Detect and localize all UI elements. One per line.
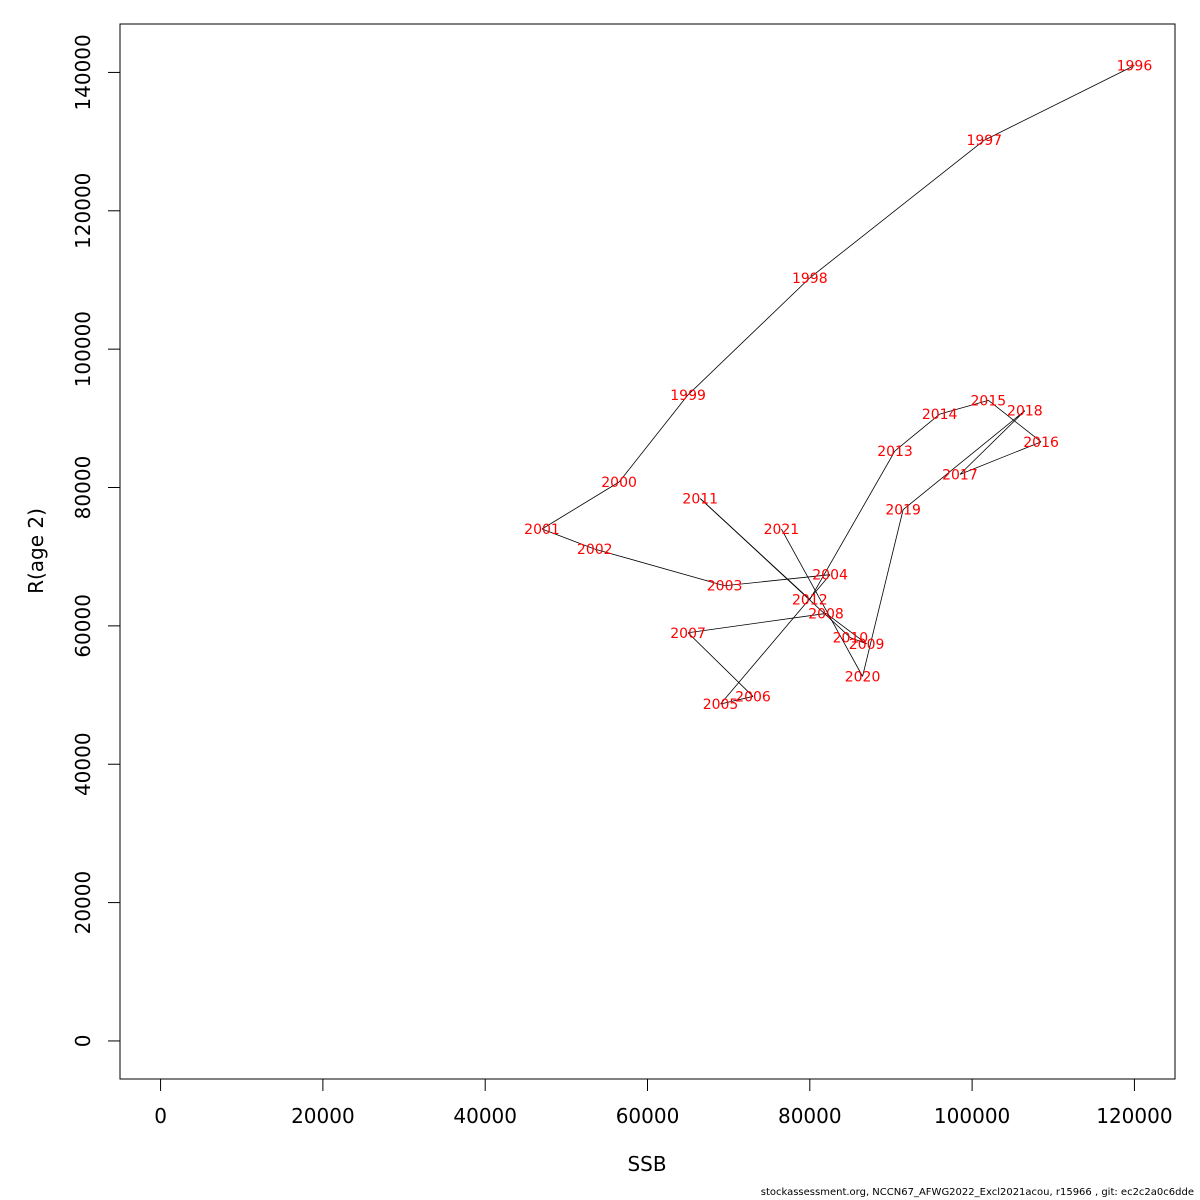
year-label: 2017 <box>942 467 978 483</box>
year-label: 1999 <box>670 388 706 404</box>
year-label: 2008 <box>808 606 844 622</box>
trajectory-segment <box>984 65 1135 141</box>
x-axis: 0 20000 40000 60000 80000 100000 120000 <box>154 1078 1173 1128</box>
year-label: 2011 <box>682 492 718 508</box>
trajectory-segment <box>688 613 827 634</box>
y-tick-label: 0 <box>71 1035 95 1048</box>
x-tick-label: 60000 <box>616 1104 680 1128</box>
year-label: 2012 <box>792 593 828 609</box>
year-label: 2007 <box>670 626 706 642</box>
trajectory-lines <box>541 65 1135 705</box>
trajectory-segment <box>959 410 1026 475</box>
trajectory-segment <box>724 574 831 587</box>
y-tick-label: 120000 <box>71 173 95 249</box>
plot-frame <box>119 23 1176 1080</box>
y-tick-label: 100000 <box>71 311 95 387</box>
year-label: 2003 <box>707 579 743 595</box>
year-label: 2020 <box>845 669 881 685</box>
trajectory-segment <box>699 498 811 600</box>
trajectory-segment <box>894 413 940 452</box>
year-label: 2009 <box>849 637 885 653</box>
trajectory-segment <box>618 394 689 483</box>
year-label: 2001 <box>524 522 560 538</box>
year-label: 2010 <box>833 631 869 647</box>
x-tick-label: 100000 <box>934 1104 1010 1128</box>
trajectory-segment <box>720 696 754 705</box>
y-tick-label: 20000 <box>71 871 95 935</box>
year-label: 1998 <box>792 271 828 287</box>
y-axis: 0 20000 40000 60000 80000 100000 120000 140000 <box>71 34 121 1048</box>
year-labels: 1996 1997 1998 1999 2000 2001 2002 2003 2004 2005… <box>524 59 1152 714</box>
x-tick-label: 20000 <box>291 1104 355 1128</box>
year-label: 2000 <box>601 475 637 491</box>
y-tick-label: 40000 <box>71 732 95 796</box>
y-tick-label: 80000 <box>71 456 95 520</box>
trajectory-segment <box>825 613 867 645</box>
x-tick-label: 120000 <box>1096 1104 1172 1128</box>
trajectory-segment <box>687 632 754 697</box>
year-label: 2018 <box>1007 404 1043 420</box>
year-label: 2005 <box>703 697 739 713</box>
year-label: 2014 <box>922 407 958 423</box>
footer-credit: stockassessment.org, NCCN67_AFWG2022_Exc… <box>760 1187 1194 1198</box>
x-tick-label: 40000 <box>453 1104 517 1128</box>
trajectory-segment <box>809 450 896 600</box>
trajectory-segment <box>902 410 1026 510</box>
year-label: 2021 <box>764 522 800 538</box>
trajectory-segment <box>781 528 863 677</box>
y-tick-label: 60000 <box>71 594 95 658</box>
year-label: 2019 <box>885 503 921 519</box>
trajectory-segment <box>687 277 811 396</box>
trajectory-segment <box>862 509 904 677</box>
year-label: 1996 <box>1117 59 1153 75</box>
year-label: 2004 <box>812 568 848 584</box>
year-label: 2016 <box>1023 435 1059 451</box>
year-label: 2002 <box>577 542 613 558</box>
x-tick-label: 80000 <box>778 1104 842 1128</box>
trajectory-segment <box>809 139 985 279</box>
trajectory-segment <box>959 441 1042 475</box>
year-label: 2013 <box>877 444 913 460</box>
trajectory-segment <box>541 528 595 550</box>
x-axis-label: SSB <box>627 1152 666 1176</box>
x-tick-label: 0 <box>154 1104 167 1128</box>
trajectory-segment <box>594 548 725 587</box>
trajectory-segment <box>939 399 989 415</box>
y-axis-label: R(age 2) <box>24 508 48 594</box>
y-tick-label: 140000 <box>71 34 95 110</box>
trajectory-segment <box>850 637 867 645</box>
year-label: 2006 <box>735 689 771 705</box>
year-label: 1997 <box>966 133 1002 149</box>
year-label: 2015 <box>971 393 1007 409</box>
trajectory-segment <box>541 481 620 530</box>
